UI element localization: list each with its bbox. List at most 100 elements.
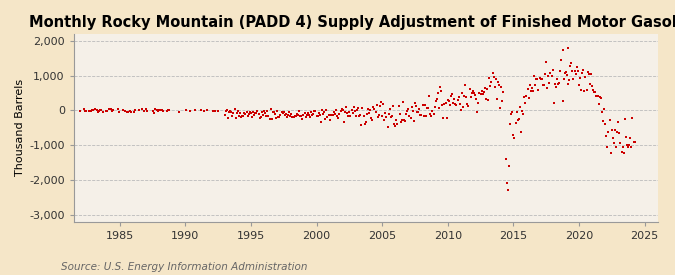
Point [360, 120, 371, 124]
Point [565, 64, 576, 68]
Point [354, 114, 364, 118]
Point [319, 109, 329, 114]
Point [221, 108, 232, 112]
Point [437, 103, 448, 107]
Point [493, 80, 504, 84]
Point [611, 145, 622, 150]
Point [516, 130, 526, 134]
Point [331, 108, 342, 112]
Point [220, 109, 231, 114]
Point [219, 113, 230, 118]
Point [605, 151, 616, 155]
Point [297, 116, 308, 121]
Point [112, 107, 123, 111]
Point [483, 98, 493, 102]
Point [533, 88, 544, 92]
Point [505, 122, 516, 126]
Point [593, 102, 604, 106]
Point [627, 116, 638, 121]
Point [525, 89, 536, 93]
Point [402, 109, 412, 113]
Point [343, 114, 354, 118]
Point [286, 112, 297, 117]
Point [591, 94, 602, 98]
Point [581, 88, 592, 92]
Point [377, 113, 387, 118]
Point [526, 86, 537, 90]
Point [272, 109, 283, 114]
Point [486, 80, 497, 84]
Point [138, 108, 149, 113]
Point [447, 92, 458, 96]
Point [202, 108, 213, 112]
Point [147, 109, 158, 114]
Point [446, 94, 456, 98]
Point [352, 108, 362, 112]
Point [433, 106, 444, 110]
Point [570, 72, 581, 76]
Point [329, 111, 340, 116]
Point [545, 71, 556, 75]
Point [624, 143, 634, 147]
Point [436, 89, 447, 93]
Point [382, 125, 393, 129]
Point [223, 110, 234, 114]
Point [285, 114, 296, 119]
Point [562, 82, 573, 86]
Point [313, 111, 324, 116]
Point [80, 108, 90, 113]
Point [497, 99, 508, 104]
Text: Source: U.S. Energy Information Administration: Source: U.S. Energy Information Administ… [61, 262, 307, 272]
Point [487, 70, 498, 75]
Point [579, 89, 590, 93]
Point [563, 46, 574, 50]
Point [530, 82, 541, 87]
Point [226, 109, 237, 114]
Point [407, 109, 418, 113]
Point [103, 107, 114, 111]
Point [610, 128, 620, 132]
Point [75, 109, 86, 113]
Point [583, 72, 594, 76]
Point [443, 99, 454, 103]
Point [521, 94, 532, 98]
Point [416, 113, 427, 118]
Point [375, 100, 386, 104]
Point [96, 108, 107, 112]
Point [364, 107, 375, 112]
Point [292, 112, 302, 116]
Point [366, 116, 377, 120]
Point [445, 103, 456, 107]
Point [151, 108, 162, 112]
Point [604, 118, 615, 122]
Point [592, 94, 603, 98]
Point [474, 91, 485, 96]
Point [534, 75, 545, 80]
Point [161, 109, 172, 113]
Point [124, 109, 135, 114]
Point [396, 119, 406, 124]
Point [271, 116, 281, 120]
Point [346, 108, 357, 112]
Point [393, 104, 404, 109]
Point [87, 108, 98, 112]
Point [435, 85, 446, 89]
Point [88, 108, 99, 112]
Point [227, 114, 238, 118]
Point [431, 97, 442, 101]
Point [279, 113, 290, 117]
Point [528, 88, 539, 93]
Point [250, 111, 261, 115]
Point [496, 85, 507, 89]
Point [523, 96, 534, 100]
Point [491, 96, 502, 101]
Point [616, 150, 627, 154]
Point [590, 90, 601, 94]
Point [117, 108, 128, 112]
Point [130, 108, 140, 112]
Point [625, 136, 636, 140]
Point [332, 114, 343, 118]
Point [615, 141, 626, 145]
Point [246, 110, 256, 115]
Point [522, 87, 533, 91]
